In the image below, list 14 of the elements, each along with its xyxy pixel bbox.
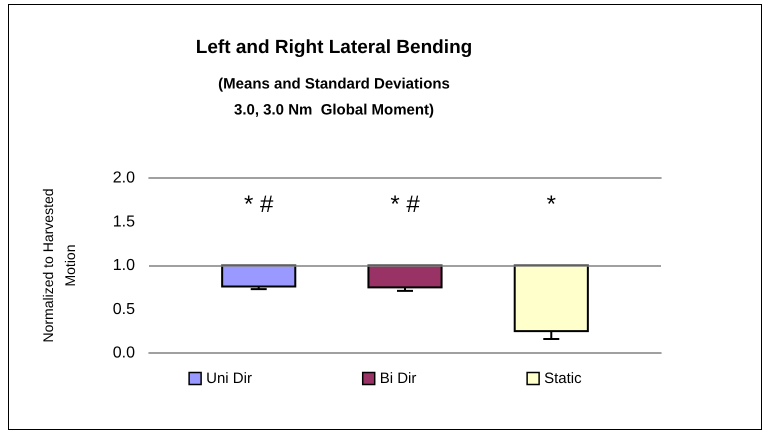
annotation: *	[546, 190, 556, 218]
y-tick-label: 1.5	[112, 213, 136, 230]
y-tick-label: 0.5	[112, 300, 136, 318]
legend-label: Uni Dir	[206, 370, 252, 387]
y-tick-label: 1.0	[112, 257, 136, 274]
y-tick-label: 0.0	[112, 344, 136, 362]
legend-label: Static	[544, 370, 582, 387]
annotation: * #	[244, 190, 274, 218]
y-tick-label: 2.0	[112, 170, 136, 186]
chart-subtitle: (Means and Standard Deviations 3.0, 3.0 Nm Global Moment)	[218, 76, 450, 118]
annotation: * #	[390, 190, 420, 218]
legend-label: Bi Dir	[380, 370, 416, 387]
chart-title: Left and Right Lateral Bending	[196, 37, 472, 58]
y-axis-title: Normalized to Harvested Motion	[40, 188, 78, 343]
